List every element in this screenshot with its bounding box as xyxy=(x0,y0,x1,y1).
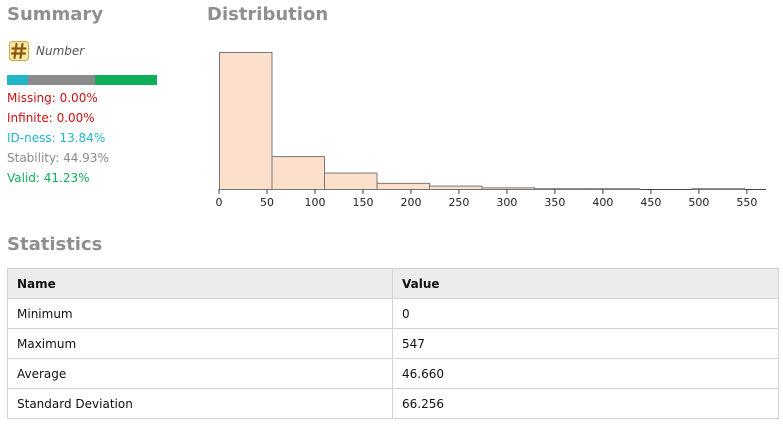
histogram-bar xyxy=(324,172,378,190)
histogram-bar xyxy=(271,156,325,191)
table-row: Average 46.660 xyxy=(7,358,779,389)
x-axis-tick-label: 250 xyxy=(448,196,469,209)
summary-heading: Summary xyxy=(7,4,104,25)
histogram-bar xyxy=(429,185,483,190)
valid-metric: Valid: 41.23% xyxy=(7,171,90,185)
quality-bar xyxy=(7,75,157,85)
stat-name: Standard Deviation xyxy=(7,388,393,419)
missing-metric: Missing: 0.00% xyxy=(7,91,98,105)
infinite-metric: Infinite: 0.00% xyxy=(7,111,95,125)
stat-name: Minimum xyxy=(7,298,393,329)
x-axis-tick-label: 0 xyxy=(216,196,223,209)
stat-value: 46.660 xyxy=(392,358,779,389)
distribution-heading: Distribution xyxy=(207,4,329,25)
stability-metric: Stability: 44.93% xyxy=(7,151,109,165)
quality-bar-idness xyxy=(7,75,28,85)
x-axis-tick-label: 50 xyxy=(260,196,274,209)
quality-bar-stability xyxy=(27,75,96,85)
histogram-bar xyxy=(481,187,535,191)
x-axis-tick-label: 200 xyxy=(400,196,421,209)
stat-value: 66.256 xyxy=(392,388,779,419)
x-axis-tick-label: 300 xyxy=(496,196,517,209)
x-axis-tick-label: 400 xyxy=(592,196,613,209)
x-axis-tick-label: 500 xyxy=(688,196,709,209)
histogram-bar xyxy=(691,188,745,190)
x-axis-tick-label: 150 xyxy=(352,196,373,209)
histogram-bar xyxy=(376,182,430,191)
stat-value: 0 xyxy=(392,298,779,329)
histogram-bar xyxy=(534,188,588,190)
x-axis-tick-label: 550 xyxy=(736,196,757,209)
histogram-bar xyxy=(219,52,273,190)
statistics-heading: Statistics xyxy=(7,234,103,255)
histogram-bar xyxy=(586,188,640,190)
x-axis-tick-label: 450 xyxy=(640,196,661,209)
x-axis-tick-label: 100 xyxy=(304,196,325,209)
stat-name: Average xyxy=(7,358,393,389)
table-header-row: Name Value xyxy=(7,268,779,299)
stat-name: Maximum xyxy=(7,328,393,359)
type-indicator: Number xyxy=(9,40,84,62)
table-row: Maximum 547 xyxy=(7,328,779,359)
table-row: Minimum 0 xyxy=(7,298,779,329)
quality-bar-valid xyxy=(95,75,157,85)
hash-icon xyxy=(9,41,29,61)
distribution-histogram: 0 50 100 150 200 250 300 350 400 450 500 550 xyxy=(216,52,766,209)
x-axis-tick-label: 350 xyxy=(544,196,565,209)
name-column-header: Name xyxy=(7,268,393,299)
statistics-table: Name Value Minimum 0 Maximum 547 Average… xyxy=(7,268,779,419)
stat-value: 547 xyxy=(392,328,779,359)
type-label: Number xyxy=(36,44,85,58)
value-column-header: Value xyxy=(392,268,779,299)
table-row: Standard Deviation 66.256 xyxy=(7,388,779,419)
idness-metric: ID-ness: 13.84% xyxy=(7,131,106,145)
